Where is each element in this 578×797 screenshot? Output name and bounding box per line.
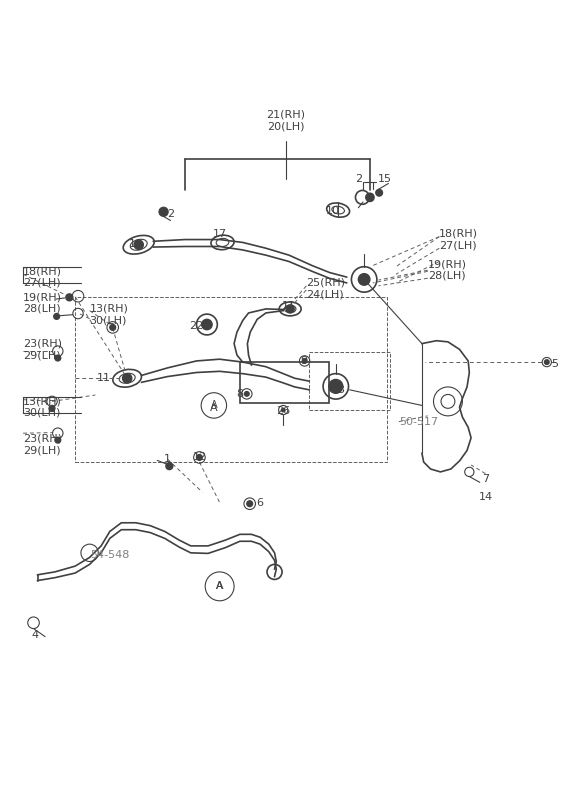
Text: 14: 14: [479, 492, 492, 502]
Text: A: A: [216, 581, 224, 591]
Circle shape: [54, 313, 60, 320]
Circle shape: [197, 454, 202, 461]
Circle shape: [123, 374, 132, 383]
Text: 18(RH)
27(LH): 18(RH) 27(LH): [23, 266, 62, 288]
Text: 3: 3: [338, 385, 344, 395]
Circle shape: [281, 408, 285, 412]
Circle shape: [302, 359, 307, 363]
Circle shape: [286, 305, 294, 313]
Circle shape: [329, 379, 343, 393]
Circle shape: [376, 189, 383, 196]
Text: 2: 2: [355, 174, 362, 184]
Text: 7: 7: [482, 474, 489, 485]
Text: 11: 11: [282, 301, 296, 311]
Text: 26: 26: [276, 406, 290, 416]
Text: 9: 9: [300, 356, 307, 366]
Circle shape: [66, 294, 73, 300]
Circle shape: [247, 501, 253, 507]
Text: 16: 16: [129, 238, 143, 249]
Circle shape: [366, 194, 374, 202]
Bar: [309, 352, 390, 410]
Text: 5: 5: [551, 359, 558, 369]
Text: 11: 11: [97, 373, 111, 383]
Circle shape: [544, 359, 549, 364]
Text: 15: 15: [377, 174, 391, 184]
Text: A: A: [210, 400, 217, 410]
Text: 22: 22: [190, 321, 203, 332]
Text: 23(RH)
29(LH): 23(RH) 29(LH): [23, 339, 62, 360]
Text: 13(RH)
30(LH): 13(RH) 30(LH): [23, 396, 62, 418]
Circle shape: [166, 462, 173, 469]
Text: 2: 2: [167, 209, 174, 218]
Circle shape: [49, 406, 55, 411]
Text: 13(RH)
30(LH): 13(RH) 30(LH): [90, 304, 128, 325]
Circle shape: [358, 273, 370, 285]
Text: 54-548: 54-548: [90, 550, 129, 559]
Circle shape: [244, 391, 249, 396]
Circle shape: [55, 355, 61, 361]
Text: 1: 1: [164, 454, 171, 464]
Text: A: A: [216, 581, 223, 591]
Text: 12: 12: [192, 453, 206, 462]
Circle shape: [55, 438, 61, 443]
Text: 19(RH)
28(LH): 19(RH) 28(LH): [428, 259, 466, 281]
Text: 18(RH)
27(LH): 18(RH) 27(LH): [439, 229, 478, 250]
Text: 23(RH)
29(LH): 23(RH) 29(LH): [23, 434, 62, 456]
Text: 50-517: 50-517: [399, 417, 438, 426]
Text: 19(RH)
28(LH): 19(RH) 28(LH): [23, 292, 62, 314]
Text: 6: 6: [257, 497, 264, 508]
Bar: [75, 297, 387, 462]
Circle shape: [159, 207, 168, 217]
Text: A: A: [210, 403, 218, 414]
Circle shape: [202, 320, 212, 330]
Text: 25(RH)
24(LH): 25(RH) 24(LH): [306, 278, 345, 300]
Text: 4: 4: [31, 630, 38, 641]
Text: 8: 8: [236, 389, 243, 398]
Circle shape: [134, 240, 143, 249]
Bar: [240, 362, 329, 402]
Circle shape: [110, 324, 116, 330]
Text: 21(RH)
20(LH): 21(RH) 20(LH): [266, 110, 306, 132]
Text: 17: 17: [213, 229, 227, 239]
Text: 10: 10: [325, 206, 339, 216]
